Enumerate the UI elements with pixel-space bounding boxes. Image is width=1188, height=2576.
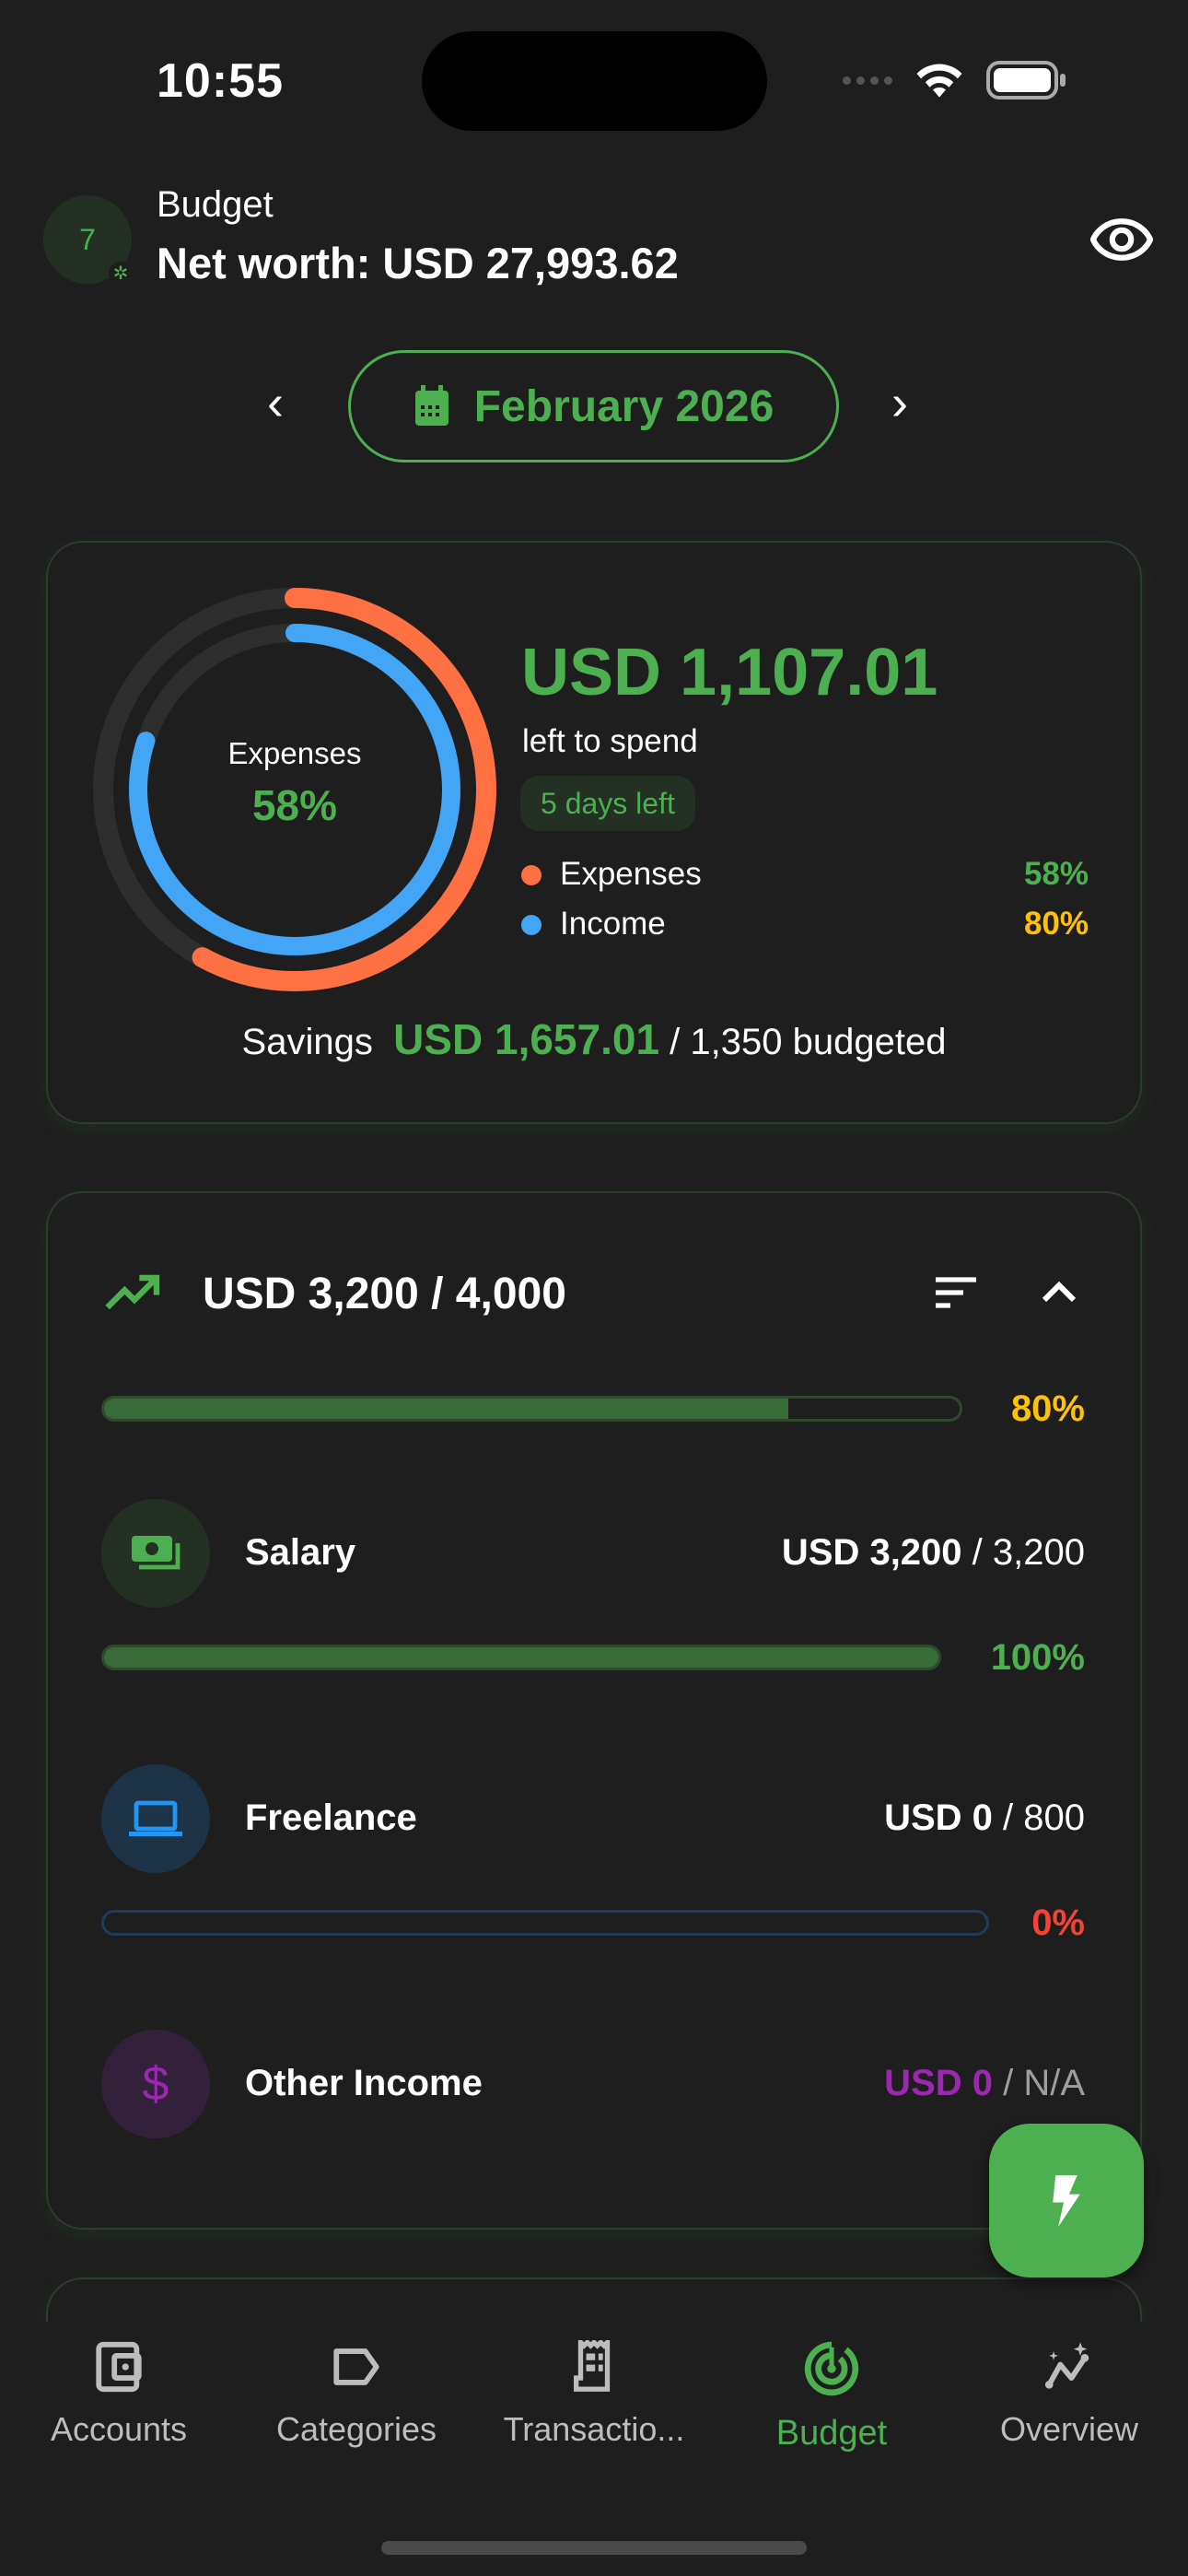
bottom-nav: Accounts Categories Transactio... Budget…	[0, 2322, 1188, 2576]
other-income-label[interactable]: Other Income	[245, 2063, 483, 2103]
label-tag-icon	[333, 2348, 379, 2385]
nav-categories[interactable]: Categories	[238, 2340, 475, 2449]
settings-gear-icon[interactable]: ✲	[109, 262, 133, 286]
expenses-ring-arc	[93, 588, 496, 991]
days-left-badge: 5 days left	[520, 776, 695, 831]
legend-value: 58%	[1023, 856, 1089, 892]
sort-icon[interactable]	[934, 1276, 978, 1309]
status-time: 10:55	[157, 54, 284, 108]
nav-accounts[interactable]: Accounts	[0, 2340, 238, 2449]
nav-label: Overview	[999, 2410, 1139, 2448]
eye-icon[interactable]	[1090, 217, 1153, 262]
month-label: February 2026	[473, 381, 775, 431]
freelance-label[interactable]: Freelance	[245, 1797, 417, 1838]
ring-label: Expenses	[227, 736, 362, 770]
receipt-icon	[574, 2340, 611, 2392]
status-icons	[843, 61, 1067, 100]
freelance-progress	[101, 1910, 989, 1936]
freelance-amount: USD 0 / 800	[884, 1797, 1085, 1838]
chevron-up-icon[interactable]	[1041, 1278, 1077, 1304]
savings-budget: / 1,350 budgeted	[670, 1022, 947, 1062]
quick-add-button[interactable]	[989, 2124, 1144, 2277]
income-total: USD 3,200 / 4,000	[203, 1270, 566, 1318]
previous-month-button[interactable]: ‹	[267, 375, 284, 430]
nav-label: Transactio...	[503, 2410, 685, 2448]
wallet-icon	[96, 2341, 142, 2393]
battery-icon	[986, 61, 1066, 100]
nav-label: Budget	[775, 2414, 888, 2453]
month-selector[interactable]: February 2026	[348, 350, 839, 463]
savings-label: Savings	[241, 1022, 373, 1062]
ring-value: 58%	[251, 781, 338, 829]
salary-label[interactable]: Salary	[245, 1532, 356, 1573]
home-indicator	[381, 2541, 807, 2555]
legend-label: Expenses	[560, 856, 702, 892]
income-card: USD 3,200 / 4,000 80% Salary USD 3,200 /…	[46, 1191, 1142, 2230]
next-month-button[interactable]: ›	[891, 375, 908, 430]
target-icon	[804, 2341, 859, 2396]
flash-icon	[1053, 2174, 1080, 2227]
income-ring-arc	[129, 624, 460, 955]
salary-icon-circle	[101, 1499, 210, 1608]
legend-value: 80%	[1023, 906, 1089, 942]
summary-card: Expenses 58% USD 1,107.01 left to spend …	[46, 541, 1142, 1124]
money-icon	[132, 1536, 181, 1570]
income-total-progress	[101, 1396, 962, 1422]
legend-income: Income 80%	[521, 906, 1089, 943]
freelance-icon-circle	[101, 1764, 210, 1873]
nav-transactions[interactable]: Transactio...	[475, 2340, 713, 2449]
nav-label: Categories	[275, 2410, 437, 2448]
other-income-amount: USD 0 / N/A	[884, 2063, 1085, 2103]
salary-amount: USD 3,200 / 3,200	[781, 1532, 1085, 1573]
income-total-pct: 80%	[1010, 1388, 1085, 1429]
salary-progress	[101, 1645, 941, 1670]
left-to-spend-label: left to spend	[522, 723, 698, 759]
laptop-icon	[129, 1800, 182, 1836]
expenses-dot	[521, 865, 542, 885]
dynamic-island	[422, 31, 767, 131]
nav-label: Accounts	[50, 2410, 188, 2448]
wifi-icon	[916, 64, 962, 98]
insights-icon	[1044, 2342, 1089, 2389]
trending-up-icon	[105, 1274, 160, 1310]
salary-pct: 100%	[990, 1637, 1085, 1678]
nav-overview[interactable]: Overview	[950, 2340, 1188, 2449]
legend-label: Income	[560, 906, 666, 942]
progress-fill	[104, 1647, 938, 1668]
savings-line: Savings USD 1,657.01 / 1,350 budgeted	[48, 1014, 1140, 1064]
progress-fill	[104, 1399, 789, 1419]
savings-amount: USD 1,657.01	[393, 1015, 660, 1063]
budget-rings	[93, 588, 496, 991]
calendar-icon	[414, 385, 448, 426]
signal-icon	[843, 76, 892, 85]
income-dot	[521, 915, 542, 935]
nav-budget[interactable]: Budget	[713, 2340, 950, 2453]
freelance-pct: 0%	[1031, 1903, 1085, 1943]
legend-expenses: Expenses 58%	[521, 856, 1089, 893]
net-worth: Net worth: USD 27,993.62	[157, 239, 679, 287]
left-to-spend-amount: USD 1,107.01	[521, 636, 938, 709]
dollar-icon: $	[101, 2030, 210, 2138]
page-title: Budget	[157, 184, 274, 225]
